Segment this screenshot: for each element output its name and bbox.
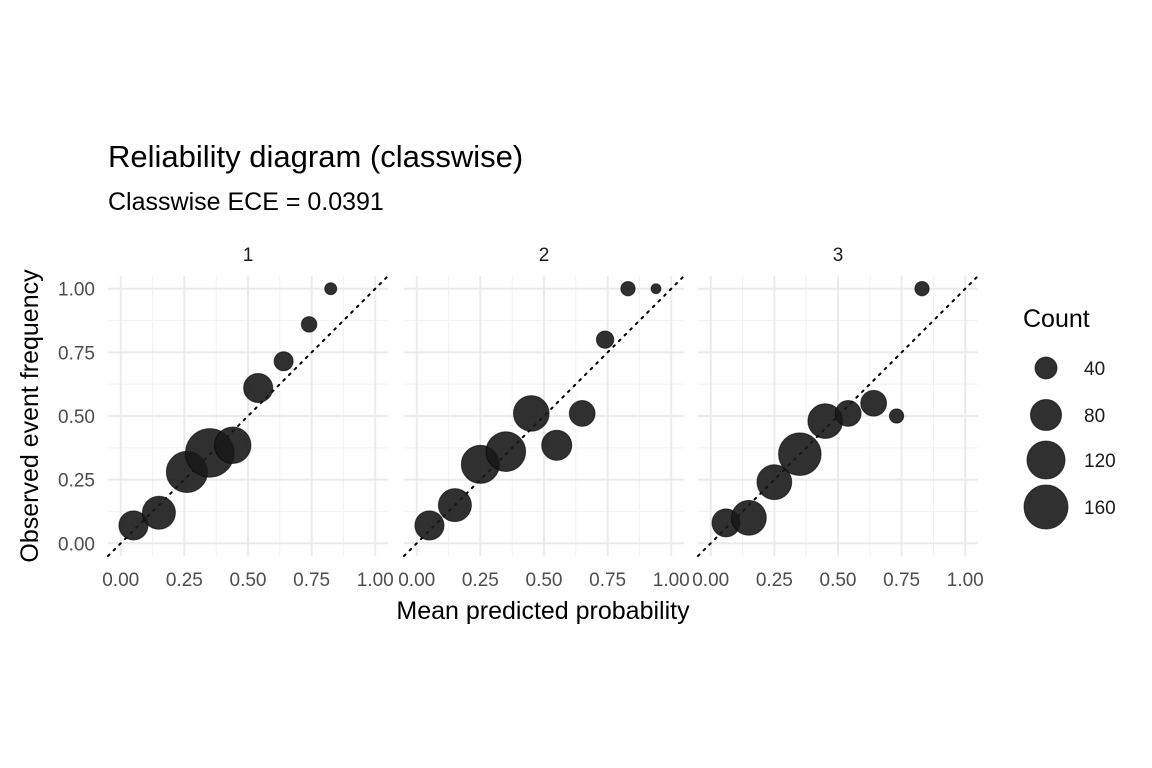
facet-panel-3: 3 0.00 0.25 0.50 0.75 1.00 [692, 245, 984, 591]
legend-key-circle [1023, 484, 1069, 530]
data-point [541, 429, 573, 461]
facet-panel-1: 1 0.00 0.25 0.50 0.75 1.00 0.00 0.25 0.50 0.75 1.0… [58, 245, 394, 591]
legend-key-circle [1034, 356, 1058, 380]
facet-strip-label: 1 [243, 245, 254, 266]
y-tick-label: 0.00 [58, 534, 95, 555]
x-tick-label: 0.50 [230, 570, 267, 591]
x-tick-label: 1.00 [653, 570, 690, 591]
y-tick-label: 1.00 [58, 280, 95, 301]
data-point [300, 316, 318, 333]
x-axis-title: Mean predicted probability [396, 597, 690, 625]
legend-key-circle [1026, 440, 1066, 480]
y-tick-label: 0.50 [58, 407, 95, 428]
x-tick-label: 0.00 [692, 570, 729, 591]
data-point [437, 488, 472, 523]
facet-panel-2: 2 0.00 0.25 0.50 0.75 1.00 [398, 245, 690, 591]
data-point [213, 426, 252, 465]
y-tick-label: 0.25 [58, 471, 95, 492]
facet-panels: 10.00 0.25 0.50 0.75 1.000.000.250.500.751.0… [58, 245, 984, 591]
x-tick-label: 1.00 [947, 570, 984, 591]
legend-key-label: 40 [1084, 359, 1105, 380]
y-axis-title: Observed event frequency [16, 269, 44, 563]
x-tick-label: 0.75 [589, 570, 626, 591]
x-tick-label: 0.00 [102, 570, 139, 591]
data-point [414, 510, 445, 541]
data-point [731, 499, 767, 536]
facet-strip-label: 2 [539, 245, 550, 266]
chart-subtitle: Classwise ECE = 0.0391 [108, 188, 384, 216]
facet-strip-label: 3 [833, 245, 844, 266]
legend-title: Count [1023, 305, 1090, 333]
legend-key-label: 120 [1084, 451, 1116, 472]
chart-title: Reliability diagram (classwise) [108, 139, 523, 174]
legend-key-circle [1029, 398, 1063, 432]
data-point [141, 495, 176, 530]
x-tick-label: 0.50 [820, 570, 857, 591]
data-point [324, 282, 338, 296]
x-tick-label: 0.25 [462, 570, 499, 591]
data-point [914, 281, 930, 297]
data-point [595, 330, 615, 349]
data-point [512, 395, 550, 432]
legend-key-label: 160 [1084, 498, 1116, 519]
x-tick-label: 0.75 [883, 570, 920, 591]
x-tick-label: 0.25 [756, 570, 793, 591]
data-point [860, 389, 888, 417]
data-point [243, 372, 274, 404]
data-point [778, 432, 822, 476]
data-point [756, 464, 793, 501]
data-point [834, 400, 862, 427]
data-point [568, 400, 596, 427]
data-point [888, 408, 905, 424]
x-tick-label: 1.00 [357, 570, 394, 591]
data-point [650, 283, 662, 295]
y-tick-label: 0.75 [58, 343, 95, 364]
legend-key-label: 80 [1084, 406, 1105, 427]
data-point [620, 281, 636, 297]
x-tick-label: 0.50 [526, 570, 563, 591]
data-point [273, 351, 294, 372]
x-tick-label: 0.75 [293, 570, 330, 591]
x-tick-label: 0.25 [166, 570, 203, 591]
data-point [485, 431, 527, 472]
count-legend: Count 40 80 120 160 [1023, 305, 1116, 530]
x-tick-label: 0.00 [398, 570, 435, 591]
